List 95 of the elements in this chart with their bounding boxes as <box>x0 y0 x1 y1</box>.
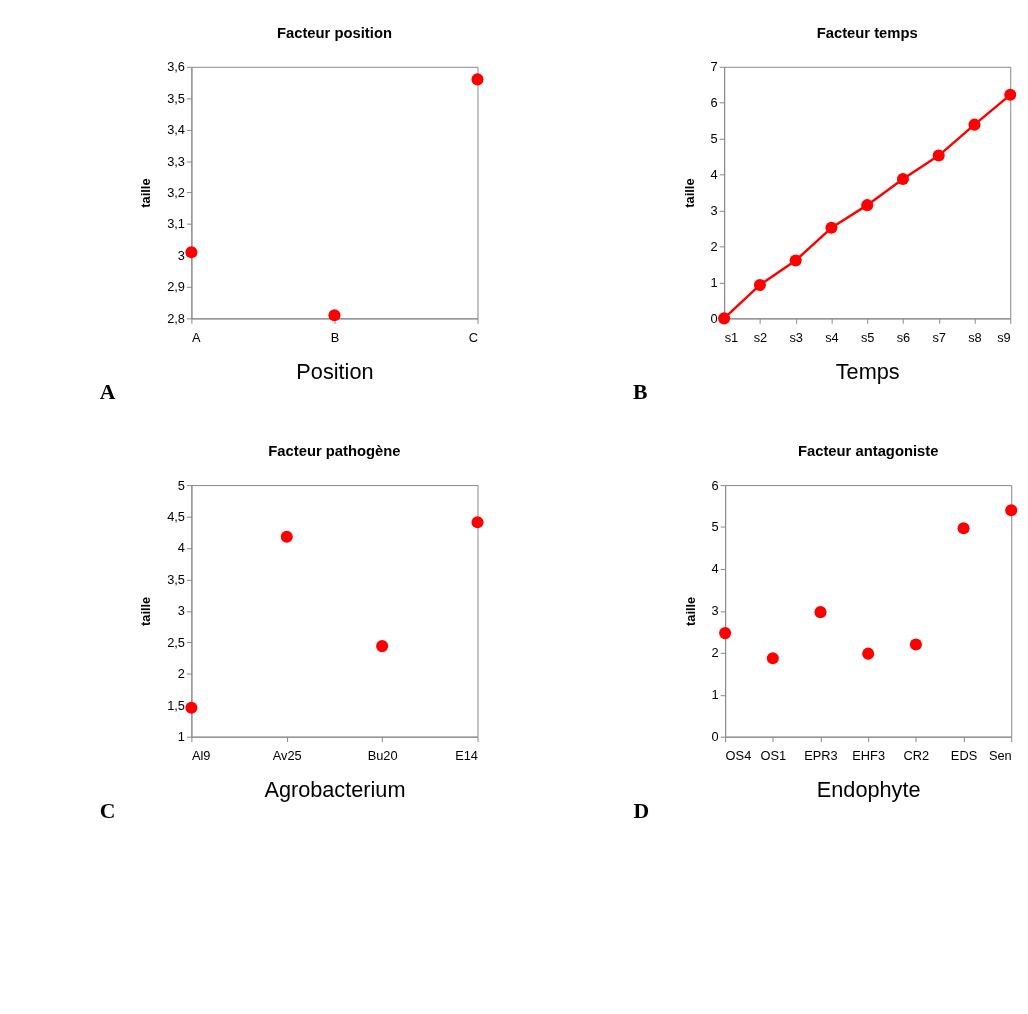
y-tick-label: 5 <box>177 477 185 493</box>
x-axis-title: Endophyte <box>816 777 921 803</box>
y-axis-title: taille <box>682 596 698 626</box>
x-tick-label: EPR3 <box>804 747 838 763</box>
y-tick-label: 3,3 <box>167 153 185 169</box>
point <box>328 309 341 322</box>
point <box>862 647 875 660</box>
point <box>1004 88 1017 101</box>
y-tick-label: 2,5 <box>167 634 185 650</box>
y-tick-label: 2,8 <box>167 310 185 326</box>
chart-title: Facteur pathogène <box>268 443 401 460</box>
text: D <box>633 798 650 823</box>
x-tick-label: s4 <box>825 329 839 345</box>
y-tick-label: 1 <box>177 729 185 745</box>
x-tick-label: EDS <box>950 747 978 763</box>
y-axis-title: taille <box>681 178 697 208</box>
y-tick-label: 3,1 <box>167 216 185 232</box>
x-tick-label: s1 <box>724 329 739 345</box>
y-tick-label: 1 <box>710 274 718 290</box>
y-tick-label: 0 <box>711 729 719 745</box>
y-tick-label: 3 <box>177 247 185 263</box>
x-axis-title: Position <box>296 359 374 385</box>
point <box>896 172 909 185</box>
point <box>789 254 802 267</box>
point <box>968 118 981 131</box>
text: C <box>99 798 116 823</box>
x-tick-label: E14 <box>455 747 478 763</box>
x-tick-label: s6 <box>896 329 911 345</box>
x-axis-title: Temps <box>835 359 900 385</box>
x-tick-label: s5 <box>860 329 875 345</box>
point <box>861 199 874 212</box>
chart-title: Facteur antagoniste <box>797 443 939 460</box>
y-axis-title: taille <box>138 178 154 208</box>
y-tick-label: 0 <box>710 310 718 326</box>
point <box>185 701 198 714</box>
x-tick-label: s7 <box>932 329 946 345</box>
point <box>909 638 922 651</box>
y-tick-label: 3,6 <box>167 59 185 75</box>
point <box>471 516 484 529</box>
y-tick-label: 2 <box>711 645 719 661</box>
point <box>471 73 484 86</box>
x-tick-label: EHF3 <box>852 747 886 763</box>
point <box>376 640 389 653</box>
x-tick-label: C <box>468 329 478 345</box>
y-tick-label: 2 <box>177 666 185 682</box>
y-tick-label: 3 <box>710 202 718 218</box>
point <box>932 149 945 162</box>
point <box>185 246 198 259</box>
x-tick-label: Sen <box>988 747 1012 763</box>
x-axis-title: Agrobacterium <box>264 777 406 803</box>
x-tick-label: Bu20 <box>367 747 398 763</box>
y-tick-label: 2,9 <box>167 279 185 295</box>
y-tick-label: 1,5 <box>167 697 185 713</box>
x-tick-label: CR2 <box>903 747 930 763</box>
point <box>814 606 827 619</box>
y-tick-label: 3,2 <box>167 185 185 201</box>
y-tick-label: 4 <box>711 561 719 577</box>
x-tick-label: Av25 <box>272 747 302 763</box>
y-tick-label: 3,5 <box>167 571 185 587</box>
x-tick-label: OS4 <box>725 747 752 763</box>
y-tick-label: 6 <box>711 477 719 493</box>
chart-title: Facteur position <box>276 25 392 42</box>
y-tick-label: 5 <box>710 131 718 147</box>
y-tick-label: 6 <box>710 95 718 111</box>
y-tick-label: 7 <box>710 59 718 75</box>
point <box>280 530 293 543</box>
point <box>753 278 766 291</box>
y-tick-label: 3,4 <box>167 122 185 138</box>
y-tick-label: 5 <box>711 519 719 535</box>
point <box>1005 504 1018 517</box>
y-tick-label: 1 <box>711 687 719 703</box>
point <box>719 627 732 640</box>
x-tick-label: Al9 <box>191 747 211 763</box>
chart-title: Facteur temps <box>816 25 918 42</box>
point <box>766 652 779 665</box>
point <box>825 221 838 234</box>
x-tick-label: OS1 <box>760 747 787 763</box>
x-tick-label: s2 <box>753 329 768 345</box>
y-tick-label: 2 <box>710 238 718 254</box>
y-tick-label: 4 <box>710 167 718 183</box>
x-tick-label: B <box>330 329 340 345</box>
x-tick-label: A <box>191 329 201 345</box>
x-tick-label: s8 <box>968 329 982 345</box>
y-tick-label: 3 <box>711 603 719 619</box>
x-tick-label: s9 <box>997 329 1011 345</box>
y-axis-title: taille <box>138 596 154 626</box>
text: A <box>99 380 116 405</box>
y-tick-label: 4 <box>177 540 185 556</box>
text: B <box>633 380 648 405</box>
point <box>718 312 731 325</box>
y-tick-label: 3 <box>177 603 185 619</box>
x-tick-label: s3 <box>789 329 803 345</box>
y-tick-label: 3,5 <box>167 90 185 106</box>
point <box>957 522 970 535</box>
y-tick-label: 4,5 <box>167 508 185 524</box>
